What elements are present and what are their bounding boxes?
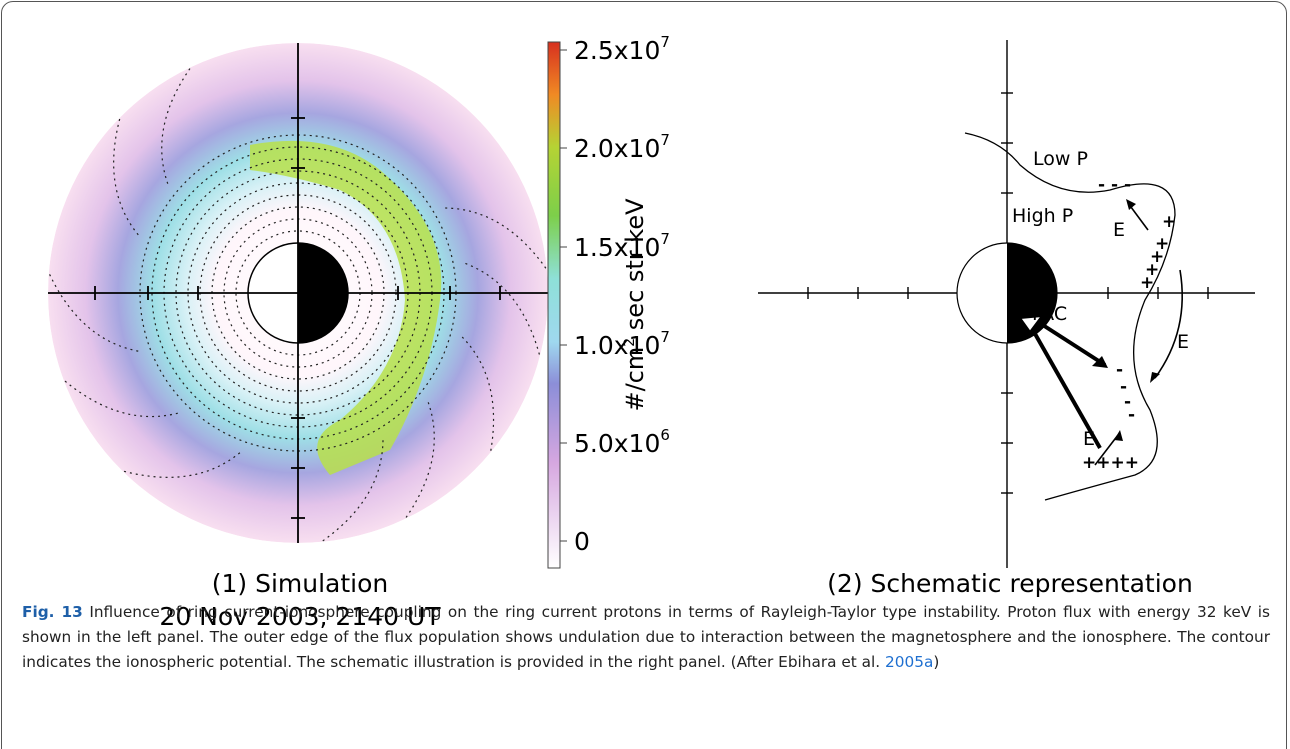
colorbar-tick-label: 1.0x107 bbox=[574, 328, 670, 360]
caption-label: Fig. 13 bbox=[22, 603, 83, 621]
charge-label: - bbox=[1116, 360, 1123, 380]
charge-label: + bbox=[1145, 260, 1159, 280]
schematic-label: FAC bbox=[1032, 303, 1067, 325]
charge-label: - bbox=[1120, 377, 1127, 397]
charge-label: ++++ bbox=[1082, 453, 1139, 473]
caption: Fig. 13 Influence of ring current-ionosp… bbox=[22, 600, 1270, 675]
charge-label: - bbox=[1124, 392, 1131, 412]
panel-title: (1) Simulation bbox=[212, 569, 389, 598]
tick-exponent: 7 bbox=[660, 328, 670, 346]
tick-base: 5.0x10 bbox=[574, 429, 660, 458]
charge-label: + bbox=[1150, 247, 1164, 267]
tick-exponent: 7 bbox=[660, 230, 670, 248]
charge-label: - - - bbox=[1098, 175, 1131, 195]
schematic-label: High P bbox=[1012, 205, 1073, 227]
tick-exponent: 7 bbox=[660, 33, 670, 51]
schematic-label: E bbox=[1083, 428, 1095, 450]
charge-label: - bbox=[1128, 405, 1135, 425]
panel-title: (2) Schematic representation bbox=[827, 569, 1193, 598]
colorbar-tick-label: 2.5x107 bbox=[574, 33, 670, 65]
schematic-label: E bbox=[1177, 331, 1189, 353]
caption-end: ) bbox=[933, 653, 940, 671]
colorbar-tick-label: 1.5x107 bbox=[574, 230, 670, 262]
colorbar-tick-label: 5.0x106 bbox=[574, 426, 670, 458]
caption-text: Influence of ring current-ionosphere cou… bbox=[22, 603, 1270, 671]
colorbar-tick-label: 2.0x107 bbox=[574, 131, 670, 163]
schematic-label: E bbox=[1113, 219, 1125, 241]
citation-link[interactable]: 2005a bbox=[885, 653, 934, 671]
tick-base: 0 bbox=[574, 527, 590, 556]
charge-label: + bbox=[1140, 273, 1154, 293]
tick-base: 1.0x10 bbox=[574, 331, 660, 360]
tick-base: 1.5x10 bbox=[574, 233, 660, 262]
tick-exponent: 6 bbox=[660, 426, 670, 444]
schematic-label: Low P bbox=[1033, 148, 1088, 170]
colorbar bbox=[547, 41, 561, 569]
charge-label: + bbox=[1155, 234, 1169, 254]
tick-exponent: 7 bbox=[660, 131, 670, 149]
colorbar-tick-label: 0 bbox=[574, 527, 590, 556]
tick-base: 2.5x10 bbox=[574, 36, 660, 65]
tick-base: 2.0x10 bbox=[574, 134, 660, 163]
colorbar-label: #/cm2 sec str keV bbox=[621, 198, 649, 412]
charge-label: + bbox=[1162, 212, 1176, 232]
